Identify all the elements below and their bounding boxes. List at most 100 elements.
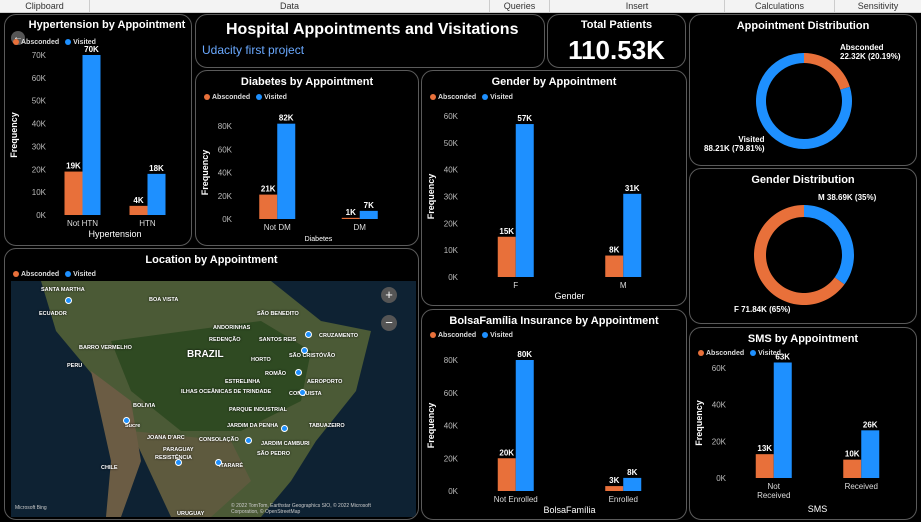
map-place-label: JARDIM DA PENHA bbox=[227, 423, 279, 429]
y-tick-label: 40K bbox=[444, 422, 459, 431]
hypertension-title: Hypertension by Appointment bbox=[28, 19, 186, 31]
map-bubble[interactable] bbox=[301, 347, 308, 354]
x-tick-label: Received bbox=[757, 491, 790, 500]
data-label: 8K bbox=[627, 468, 637, 477]
appointment-distribution-title: Appointment Distribution bbox=[736, 20, 870, 32]
data-label: 26K bbox=[863, 420, 878, 429]
bar-visited bbox=[515, 360, 534, 491]
hypertension-legend: Absconded Visited bbox=[13, 39, 96, 46]
zoom-in-button[interactable]: + bbox=[381, 287, 397, 303]
bar-visited bbox=[623, 477, 642, 491]
bar-absconded bbox=[755, 454, 774, 478]
bolsa-title: BolsaFamília Insurance by Appointment bbox=[449, 315, 659, 327]
map-bubble[interactable] bbox=[245, 437, 252, 444]
y-axis-label: Frequency bbox=[9, 112, 19, 158]
y-tick-label: 50K bbox=[32, 97, 47, 106]
map-bubble[interactable] bbox=[123, 417, 130, 424]
map-attribution: © 2022 TomTom, Earthstar Geographics SIO… bbox=[231, 503, 371, 515]
y-tick-label: 60K bbox=[712, 364, 727, 373]
bar-visited bbox=[359, 210, 378, 219]
y-tick-label: 20K bbox=[32, 165, 47, 174]
appointment-distribution-card[interactable]: Appointment Distribution Absconded 22.32… bbox=[689, 14, 917, 166]
map-bubble[interactable] bbox=[295, 369, 302, 376]
map-bubble[interactable] bbox=[299, 389, 306, 396]
kpi-value: 110.53K bbox=[568, 35, 665, 65]
data-label: 8K bbox=[609, 246, 619, 255]
bar-visited bbox=[515, 124, 534, 277]
map-place-label: ITARARÉ bbox=[219, 463, 244, 469]
y-tick-label: 0K bbox=[448, 487, 458, 496]
location-map-card[interactable]: Location by Appointment Absconded Visited… bbox=[4, 248, 419, 520]
ribbon-group-clipboard[interactable]: Clipboard bbox=[0, 0, 90, 13]
map-place-label: BRAZIL bbox=[187, 349, 224, 360]
ribbon-group-data[interactable]: Data bbox=[90, 0, 490, 13]
zoom-out-button[interactable]: − bbox=[381, 315, 397, 331]
sms-card[interactable]: SMS by Appointment Absconded Visited 0K 20… bbox=[689, 327, 917, 520]
diabetes-card[interactable]: Diabetes by Appointment Absconded Visited… bbox=[195, 70, 419, 246]
appointment-distribution-chart bbox=[756, 53, 852, 150]
gender-card[interactable]: Gender by Appointment Absconded Visited 0… bbox=[421, 70, 687, 306]
map-bubble[interactable] bbox=[215, 459, 222, 466]
y-tick-label: 40K bbox=[218, 169, 233, 178]
map-place-label: CONSOLAÇÃO bbox=[199, 437, 239, 443]
map-place-label: PERU bbox=[67, 363, 83, 369]
map-bubble[interactable] bbox=[305, 331, 312, 338]
bar-visited bbox=[861, 430, 880, 478]
bar-absconded bbox=[64, 171, 83, 215]
gender-distribution-chart bbox=[754, 205, 854, 305]
page-subtitle: Udacity first project bbox=[202, 43, 305, 57]
map-bubble[interactable] bbox=[281, 425, 288, 432]
map-place-label: CHILE bbox=[101, 465, 118, 471]
map-canvas[interactable] bbox=[11, 281, 416, 517]
sms-legend: Absconded Visited bbox=[698, 350, 781, 357]
bar-absconded bbox=[605, 255, 624, 277]
data-label: 10K bbox=[845, 450, 860, 459]
y-tick-label: 20K bbox=[444, 454, 459, 463]
data-label: 63K bbox=[775, 353, 790, 362]
gender-distribution-card[interactable]: Gender Distribution M 38.69K (35%) F 71.… bbox=[689, 168, 917, 324]
map-place-label: REDENÇÃO bbox=[209, 337, 241, 343]
y-tick-label: 70K bbox=[32, 51, 47, 60]
bar-visited bbox=[277, 123, 296, 219]
y-tick-label: 0K bbox=[36, 211, 46, 220]
map-bubble[interactable] bbox=[175, 459, 182, 466]
bolsa-legend: Absconded Visited bbox=[430, 332, 513, 339]
x-axis-label: Diabetes bbox=[305, 236, 333, 243]
x-axis-label: SMS bbox=[808, 504, 828, 514]
data-label: 18K bbox=[149, 164, 164, 173]
data-label: 70K bbox=[84, 45, 99, 54]
y-tick-label: 20K bbox=[218, 192, 233, 201]
x-tick-label: Not Enrolled bbox=[494, 495, 538, 504]
x-tick-label: Not bbox=[768, 482, 781, 491]
map-place-label: TABUAZEIRO bbox=[309, 423, 345, 429]
y-tick-label: 60K bbox=[444, 389, 459, 398]
x-tick-label: Not DM bbox=[264, 223, 291, 232]
appt-visited-label: Visited 88.21K (79.81%) bbox=[704, 135, 765, 153]
bar-absconded bbox=[259, 194, 278, 219]
map-place-label: PARQUE INDUSTRIAL bbox=[229, 407, 287, 413]
y-axis-label: Frequency bbox=[426, 403, 436, 449]
map-legend: Absconded Visited bbox=[13, 271, 96, 278]
map-place-label: AEROPORTO bbox=[307, 379, 343, 385]
y-tick-label: 0K bbox=[222, 215, 232, 224]
bar-visited bbox=[82, 55, 101, 215]
slice-absconded bbox=[804, 53, 850, 90]
hypertension-card[interactable]: ← Hypertension by Appointment Absconded V… bbox=[4, 14, 192, 246]
y-tick-label: 30K bbox=[32, 142, 47, 151]
data-label: 7K bbox=[364, 201, 374, 210]
slice-m bbox=[804, 205, 854, 285]
ribbon-group-queries[interactable]: Queries bbox=[490, 0, 550, 13]
y-tick-label: 80K bbox=[218, 122, 233, 131]
data-label: 19K bbox=[66, 162, 81, 171]
ribbon-group-calculations[interactable]: Calculations bbox=[725, 0, 835, 13]
bolsa-card[interactable]: BolsaFamília Insurance by Appointment Ab… bbox=[421, 309, 687, 520]
map-place-label: Sucre bbox=[125, 423, 141, 429]
ribbon-group-insert[interactable]: Insert bbox=[550, 0, 725, 13]
ribbon-group-sensitivity[interactable]: Sensitivity bbox=[857, 1, 899, 11]
map-bubble[interactable] bbox=[65, 297, 72, 304]
sms-chart: 0K20K40K60KFrequency13K63KNotReceived10K… bbox=[694, 353, 880, 514]
ribbon-bar: Clipboard Data Queries Insert Calculatio… bbox=[0, 0, 921, 13]
gender-m-label: M 38.69K (35%) bbox=[818, 193, 877, 202]
map-place-label: ECUADOR bbox=[39, 311, 67, 317]
page-title: Hospital Appointments and Visitations bbox=[226, 21, 519, 38]
